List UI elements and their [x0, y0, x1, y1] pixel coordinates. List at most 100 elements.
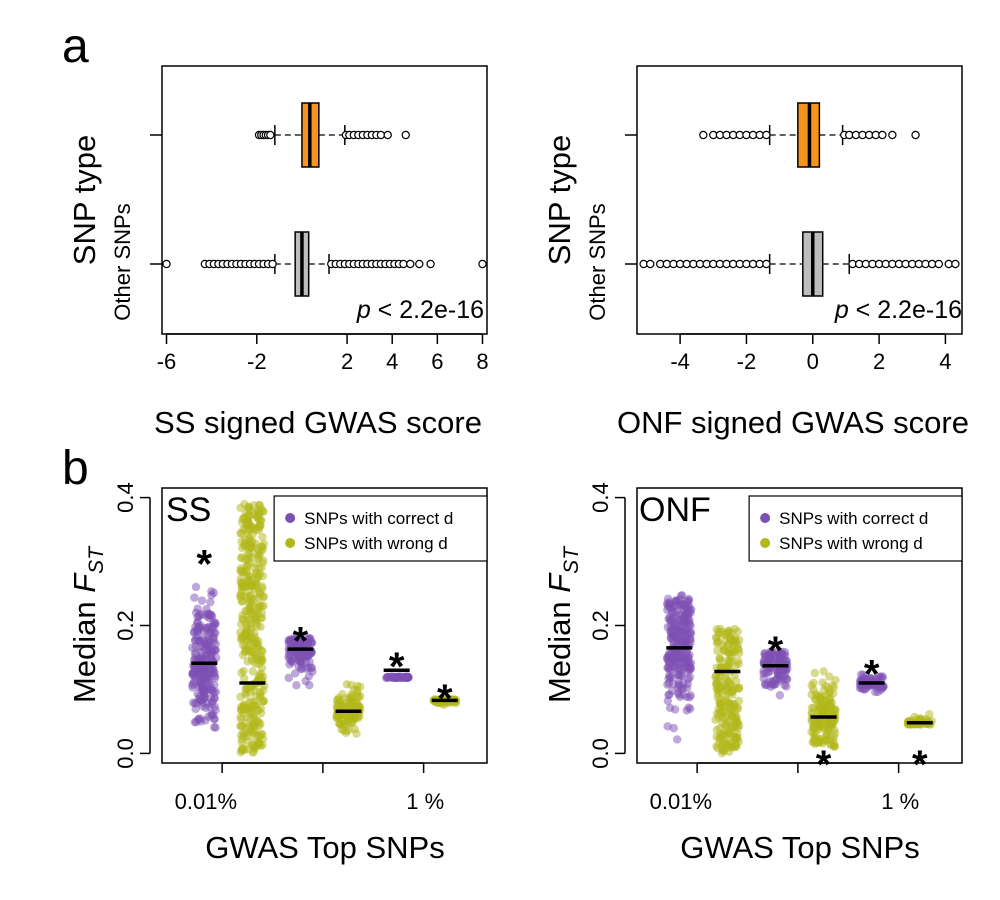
panel-title-onf: ONF [639, 491, 711, 529]
data-point-wrong [246, 697, 256, 706]
data-point-correct [206, 597, 215, 607]
data-point-wrong [344, 718, 354, 728]
data-point-correct [679, 616, 689, 626]
data-point-wrong [729, 742, 739, 751]
data-point-wrong [807, 690, 816, 699]
y-axis: 0.0 0.2 0.4 [588, 482, 626, 769]
y-tick-label: 0.4 [113, 482, 138, 513]
outlier-point [401, 130, 410, 140]
outlier-point [415, 259, 424, 269]
data-point-wrong [236, 563, 246, 573]
outlier-point [266, 130, 275, 140]
significance-star: * [864, 653, 880, 697]
y-tick-label: 0.2 [113, 610, 138, 641]
data-point-wrong [256, 652, 266, 661]
data-point-correct [775, 691, 785, 700]
data-point-correct [188, 680, 197, 690]
data-point-wrong [721, 721, 730, 731]
outlier-point [646, 259, 655, 269]
data-point-correct [679, 637, 688, 646]
data-point-correct [197, 596, 207, 605]
legend-marker [285, 538, 296, 548]
y-axis-title: SNP type [542, 135, 577, 265]
data-point-correct [201, 703, 211, 713]
x-axis: -4 -2 0 2 4 [670, 333, 952, 374]
data-point-wrong [720, 731, 730, 741]
data-point-wrong [242, 631, 251, 640]
data-point-wrong [255, 670, 264, 680]
data-point-wrong [254, 705, 263, 715]
data-point-wrong [721, 739, 730, 749]
boxplot-onf: SNP type Other SNPs -4 -2 0 2 4 ONF signed G… [542, 65, 969, 440]
data-point-wrong [349, 685, 359, 694]
data-point-correct [770, 652, 779, 662]
data-point-wrong [243, 530, 253, 539]
data-point-correct [664, 690, 673, 700]
data-point-wrong [713, 685, 723, 694]
data-point-correct [207, 610, 216, 620]
data-point-correct [667, 625, 676, 635]
data-point-wrong [815, 706, 824, 716]
data-point-wrong [246, 543, 255, 552]
outlier-point [399, 259, 408, 269]
y-axis-title: Median FST [67, 545, 108, 703]
data-point-wrong [829, 683, 839, 692]
data-point-correct [676, 627, 686, 637]
data-point-correct [189, 698, 198, 707]
data-point-wrong [732, 712, 741, 722]
data-point-wrong [250, 563, 260, 573]
legend-label: SNPs with correct d [304, 509, 453, 528]
data-point-correct [290, 669, 300, 678]
x-axis-title: ONF signed GWAS score [617, 405, 969, 440]
x-axis-title: SS signed GWAS score [154, 405, 482, 440]
data-point-wrong [727, 687, 736, 696]
boxplot-ss: SNP type Other SNPs -6 -2 2 4 6 8 SS signed G… [67, 65, 489, 440]
data-point-correct [201, 670, 211, 679]
data-point-wrong [818, 678, 827, 687]
outlier-point [951, 259, 960, 269]
data-point-correct [680, 656, 689, 665]
medians [666, 646, 933, 725]
data-point-correct [207, 587, 216, 596]
data-point-wrong [245, 607, 255, 616]
y-tick-label-other-snps: Other SNPs [585, 203, 610, 320]
data-point-wrong [254, 525, 264, 534]
data-point-wrong [714, 627, 723, 637]
data-point-correct [684, 596, 694, 605]
data-point-wrong [239, 666, 248, 676]
data-point-wrong [353, 692, 363, 701]
data-point-correct [190, 636, 200, 645]
data-point-wrong [253, 574, 262, 583]
data-point-wrong [257, 542, 267, 552]
data-point-wrong [238, 640, 248, 650]
data-point-wrong [352, 729, 361, 738]
data-point-correct [388, 672, 397, 681]
x-tick-label: 0.01% [175, 789, 237, 814]
panel-title-ss: SS [166, 491, 211, 529]
data-point-wrong [713, 646, 722, 655]
data-point-wrong [346, 692, 356, 701]
data-point-correct [195, 642, 205, 652]
data-point-wrong [249, 641, 259, 650]
data-point-wrong [816, 697, 826, 706]
data-point-correct [672, 735, 682, 744]
significance-star: * [768, 629, 784, 673]
data-point-correct [399, 673, 408, 682]
y-tick-label: 0.0 [588, 738, 613, 769]
outlier-point [878, 130, 887, 140]
data-point-wrong [340, 694, 349, 703]
scatter-ss: 0.0 0.2 0.4 0.01% 1 % * * * * SS SNPs with cor… [67, 482, 488, 865]
legend-box [748, 495, 963, 562]
data-point-correct [288, 658, 297, 667]
data-point-correct [195, 610, 205, 619]
outlier-point [426, 259, 435, 269]
y-axis-title-italic: F [67, 572, 102, 593]
outlier-point [406, 259, 415, 269]
significance-stars: * * * * [768, 629, 928, 787]
x-axis: -6 -2 2 4 6 8 [157, 333, 489, 374]
significance-star: * [293, 619, 309, 663]
data-point-wrong [247, 623, 256, 632]
y-tick-label: 0.4 [588, 482, 613, 513]
data-point-wrong [726, 634, 736, 643]
